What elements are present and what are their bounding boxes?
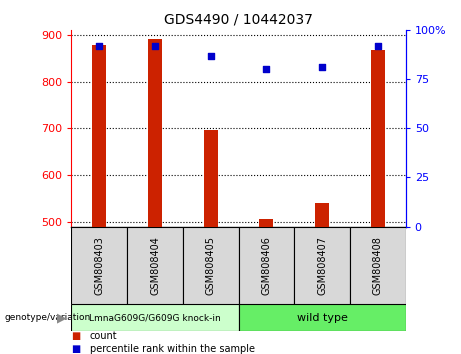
Text: GSM808405: GSM808405: [206, 236, 216, 295]
Text: GSM808408: GSM808408: [373, 236, 383, 295]
Text: GSM808403: GSM808403: [95, 236, 104, 295]
Text: ■: ■: [71, 331, 81, 341]
Text: LmnaG609G/G609G knock-in: LmnaG609G/G609G knock-in: [89, 313, 221, 322]
Text: ▶: ▶: [58, 311, 67, 324]
Text: count: count: [90, 331, 118, 341]
Text: wild type: wild type: [297, 313, 348, 323]
Bar: [204, 130, 218, 227]
Point: [319, 64, 326, 70]
Bar: [350, 227, 406, 304]
Bar: [183, 227, 238, 304]
Text: GSM808406: GSM808406: [261, 236, 272, 295]
Bar: [294, 227, 350, 304]
Bar: [92, 45, 106, 227]
Title: GDS4490 / 10442037: GDS4490 / 10442037: [164, 12, 313, 26]
Point: [151, 43, 159, 48]
Bar: [238, 304, 406, 331]
Bar: [315, 203, 329, 227]
Text: genotype/variation: genotype/variation: [5, 313, 91, 322]
Point: [95, 43, 103, 48]
Point: [207, 53, 214, 58]
Point: [263, 67, 270, 72]
Text: percentile rank within the sample: percentile rank within the sample: [90, 344, 255, 354]
Text: GSM808407: GSM808407: [317, 236, 327, 295]
Bar: [260, 219, 273, 227]
Bar: [238, 227, 294, 304]
Bar: [371, 50, 385, 227]
Bar: [127, 227, 183, 304]
Point: [374, 43, 382, 48]
Bar: [71, 227, 127, 304]
Bar: [148, 39, 162, 227]
Text: GSM808404: GSM808404: [150, 236, 160, 295]
Text: ■: ■: [71, 344, 81, 354]
Bar: [71, 304, 239, 331]
